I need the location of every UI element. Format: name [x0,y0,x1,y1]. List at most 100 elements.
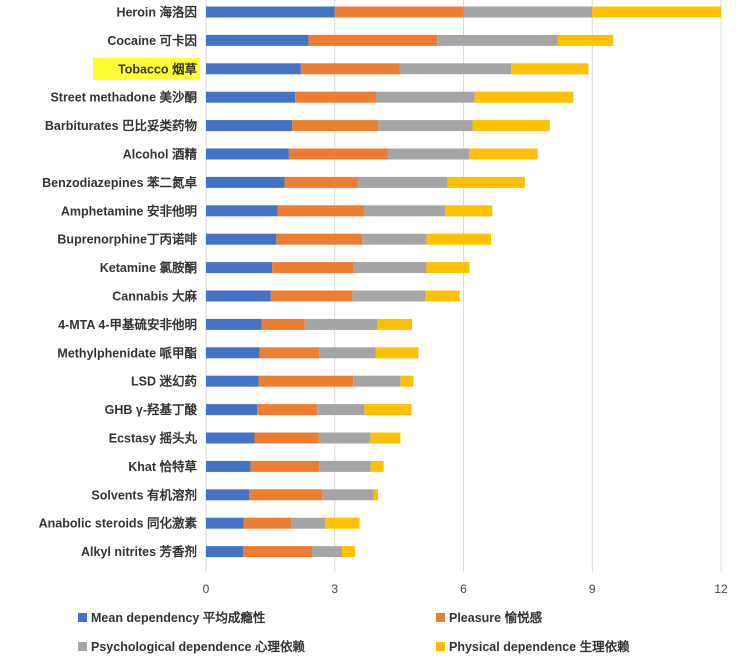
bar-4-10 [426,262,470,274]
category-labels: Heroin 海洛因 Cocaine 可卡因 Tobacco 烟草 Street me… [39,5,198,560]
x-tick-label: 12 [714,582,728,596]
category-label: Heroin 海洛因 [116,5,197,20]
bar-3-14 [353,375,401,387]
legend-swatch [78,613,87,622]
bar-4-8 [445,205,493,217]
category-label: Ecstasy 摇头丸 [109,431,198,446]
category-label: Benzodiazepines 苯二氮卓 [42,175,197,190]
bar-3-1 [463,6,593,18]
gridlines [205,0,722,572]
bar-1-20 [206,546,244,558]
bar-3-18 [322,489,374,501]
x-tick-label: 9 [589,582,596,596]
category-label: Street methadone 美沙酮 [50,90,197,105]
category-label: GHB γ-羟基丁酸 [105,402,198,417]
bar-3-8 [363,205,446,217]
bar-1-9 [206,233,277,245]
bar-3-7 [357,176,448,188]
category-label: LSD 迷幻药 [131,374,197,389]
category-label: Buprenorphine丁丙诺啡 [57,232,197,247]
bar-4-20 [342,546,355,558]
bar-1-19 [206,517,244,529]
category-label: Cocaine 可卡因 [107,33,197,48]
bar-1-7 [206,176,285,188]
bar-1-4 [206,91,296,103]
bar-4-6 [469,148,538,160]
bar-4-7 [447,176,525,188]
legend-label: Psychological dependence 心理依赖 [91,639,305,654]
category-label: Alkyl nitrites 芳香剂 [81,544,197,559]
bar-4-3 [511,63,589,75]
bar-4-16 [370,432,401,444]
category-label: Methylphenidate 哌甲酯 [57,345,197,360]
category-label: Solvents 有机溶剂 [91,487,197,502]
bar-2-2 [308,34,438,46]
bar-1-10 [206,262,273,274]
bar-4-13 [375,347,419,359]
bar-2-3 [300,63,400,75]
bar-2-5 [292,120,379,132]
bar-3-12 [304,318,378,330]
bar-3-19 [290,517,326,529]
bar-2-17 [250,460,320,472]
bar-2-15 [257,404,318,416]
tobacco-highlight [93,57,200,80]
bar-1-18 [206,489,250,501]
bar-4-15 [364,404,412,416]
bar-2-6 [288,148,388,160]
bar-4-19 [325,517,360,529]
bar-3-17 [319,460,371,472]
bar-1-12 [206,318,262,330]
bar-1-8 [206,205,278,217]
bar-2-12 [261,318,305,330]
x-tick-label: 3 [331,582,338,596]
bar-2-10 [272,262,354,274]
legend-label: Physical dependence 生理依赖 [449,639,630,654]
bar-4-12 [377,318,412,330]
bar-1-5 [206,120,293,132]
bar-1-2 [206,34,309,46]
bar-2-13 [259,347,320,359]
bar-4-2 [557,34,614,46]
bar-4-5 [472,120,550,132]
bar-1-11 [206,290,271,302]
bar-1-6 [206,148,289,160]
category-label: Khat 恰特草 [128,459,197,474]
legend-label: Pleasure 愉悦感 [449,610,543,625]
bar-2-1 [334,6,464,18]
bar-3-4 [375,91,475,103]
x-axis-ticks: 0 3 6 9 12 [203,582,728,596]
bar-3-6 [387,148,470,160]
bar-3-10 [353,262,427,274]
bar-3-13 [319,347,376,359]
bar-1-17 [206,460,251,472]
category-label: Barbiturates 巴比妥类药物 [45,118,198,133]
bar-2-19 [243,517,291,529]
bar-1-3 [206,63,301,75]
bar-4-17 [370,460,384,472]
category-label: Anabolic steroids 同化激素 [39,516,198,531]
legend-swatch [436,613,445,622]
bar-1-13 [206,347,260,359]
legend: Mean dependency 平均成瘾性 Pleasure 愉悦感 Psychol… [78,610,630,654]
bar-3-5 [378,120,473,132]
category-label: Alcohol 酒精 [123,147,198,162]
bar-2-14 [258,375,354,387]
bar-4-18 [373,489,379,501]
bar-2-4 [295,91,376,103]
legend-swatch [78,642,87,651]
category-label: 4-MTA 4-甲基硫安非他明 [58,317,197,332]
bar-2-18 [249,489,323,501]
bar-3-16 [318,432,371,444]
bar-3-9 [362,233,427,245]
bar-3-2 [437,34,558,46]
bar-4-1 [592,6,721,18]
x-tick-label: 6 [460,582,467,596]
bar-4-9 [426,233,491,245]
category-highlight [93,57,200,80]
bar-3-11 [352,290,426,302]
bar-3-20 [312,546,343,558]
bar-1-1 [206,6,335,18]
x-tick-label: 0 [203,582,210,596]
bar-2-11 [270,290,353,302]
